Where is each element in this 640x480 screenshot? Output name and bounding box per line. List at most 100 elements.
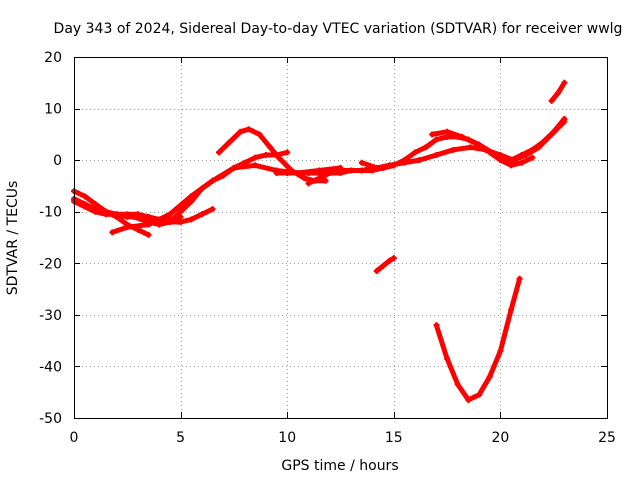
x-tick-label: 0 bbox=[70, 430, 79, 446]
data-point bbox=[275, 154, 282, 161]
y-axis-label: SDTVAR / TECUs bbox=[5, 181, 21, 296]
data-point bbox=[156, 221, 163, 228]
data-point bbox=[444, 355, 451, 362]
series-arc-11 bbox=[373, 255, 397, 275]
data-point bbox=[465, 396, 472, 403]
data-point bbox=[412, 149, 419, 156]
data-point bbox=[518, 159, 525, 166]
data-point bbox=[252, 162, 259, 169]
data-point bbox=[433, 136, 440, 143]
y-tick-label: -50 bbox=[39, 411, 62, 427]
data-point bbox=[220, 172, 227, 179]
data-point bbox=[215, 149, 222, 156]
data-point bbox=[518, 151, 525, 158]
data-point bbox=[305, 180, 312, 187]
series-arc-10 bbox=[429, 115, 568, 164]
data-point bbox=[252, 154, 259, 161]
data-point bbox=[166, 219, 173, 226]
data-point bbox=[467, 144, 474, 151]
data-point bbox=[226, 139, 233, 146]
data-point bbox=[237, 128, 244, 135]
data-point bbox=[124, 224, 131, 231]
data-point bbox=[322, 177, 329, 184]
data-point bbox=[81, 200, 88, 207]
y-tick-label: 0 bbox=[53, 153, 62, 169]
series-arc-12 bbox=[433, 275, 523, 403]
series-arc-6 bbox=[215, 126, 329, 184]
data-point bbox=[230, 164, 237, 171]
data-point bbox=[390, 255, 397, 262]
y-tick-label: -30 bbox=[39, 308, 62, 324]
y-tick-label: 10 bbox=[44, 102, 62, 118]
data-point bbox=[358, 159, 365, 166]
data-point bbox=[113, 211, 120, 218]
data-point bbox=[130, 213, 137, 220]
data-point bbox=[284, 149, 291, 156]
x-tick-label: 25 bbox=[598, 430, 616, 446]
series-arc-13 bbox=[548, 79, 568, 104]
data-point bbox=[433, 151, 440, 158]
y-axis-tick-labels: 20 10 0 -10 -20 -30 -40 -50 bbox=[39, 50, 62, 427]
data-point bbox=[429, 131, 436, 138]
series-line bbox=[433, 276, 523, 403]
data-point bbox=[177, 208, 184, 215]
data-point bbox=[454, 381, 461, 388]
data-point bbox=[262, 151, 269, 158]
data-point bbox=[554, 90, 561, 97]
data-point bbox=[508, 306, 515, 313]
data-point bbox=[267, 144, 274, 151]
data-point bbox=[177, 219, 184, 226]
data-point bbox=[294, 170, 301, 177]
y-tick-label: 20 bbox=[44, 50, 62, 66]
data-point bbox=[109, 229, 116, 236]
data-point bbox=[433, 322, 440, 329]
data-point bbox=[326, 170, 333, 177]
data-point bbox=[145, 213, 152, 220]
data-point bbox=[508, 162, 515, 169]
data-point bbox=[450, 146, 457, 153]
y-tick-label: -10 bbox=[39, 205, 62, 221]
data-point bbox=[92, 206, 99, 213]
y-tick-label: -20 bbox=[39, 256, 62, 272]
data-point bbox=[401, 159, 408, 166]
data-point bbox=[256, 131, 263, 138]
data-point bbox=[188, 216, 195, 223]
data-point bbox=[373, 164, 380, 171]
chart-title: Day 343 of 2024, Sidereal Day-to-day VTE… bbox=[54, 21, 623, 37]
data-point bbox=[198, 211, 205, 218]
axis-ticks bbox=[74, 57, 608, 419]
data-point bbox=[198, 185, 205, 192]
data-point bbox=[444, 133, 451, 140]
data-point bbox=[316, 175, 323, 182]
data-point bbox=[124, 211, 131, 218]
data-point bbox=[476, 141, 483, 148]
data-point bbox=[459, 133, 466, 140]
x-axis-label: GPS time / hours bbox=[281, 458, 398, 474]
x-tick-label: 10 bbox=[278, 430, 296, 446]
data-point bbox=[166, 211, 173, 218]
data-point bbox=[508, 157, 515, 164]
data-point bbox=[386, 162, 393, 169]
data-point bbox=[209, 177, 216, 184]
data-point bbox=[316, 170, 323, 177]
data-point bbox=[348, 167, 355, 174]
data-point bbox=[550, 128, 557, 135]
x-tick-label: 20 bbox=[491, 430, 509, 446]
data-point bbox=[145, 219, 152, 226]
data-point bbox=[373, 268, 380, 275]
data-point bbox=[497, 347, 504, 354]
data-point bbox=[245, 126, 252, 133]
data-point bbox=[386, 257, 393, 264]
series-line bbox=[374, 255, 397, 274]
data-point bbox=[209, 206, 216, 213]
data-point bbox=[92, 200, 99, 207]
data-point bbox=[305, 170, 312, 177]
series-arc-5 bbox=[130, 149, 291, 228]
data-point bbox=[493, 151, 500, 158]
data-series bbox=[71, 79, 568, 403]
data-point bbox=[416, 157, 423, 164]
data-point bbox=[380, 262, 387, 269]
x-axis-tick-labels: 0 5 10 15 20 25 bbox=[70, 430, 616, 446]
data-point bbox=[188, 198, 195, 205]
